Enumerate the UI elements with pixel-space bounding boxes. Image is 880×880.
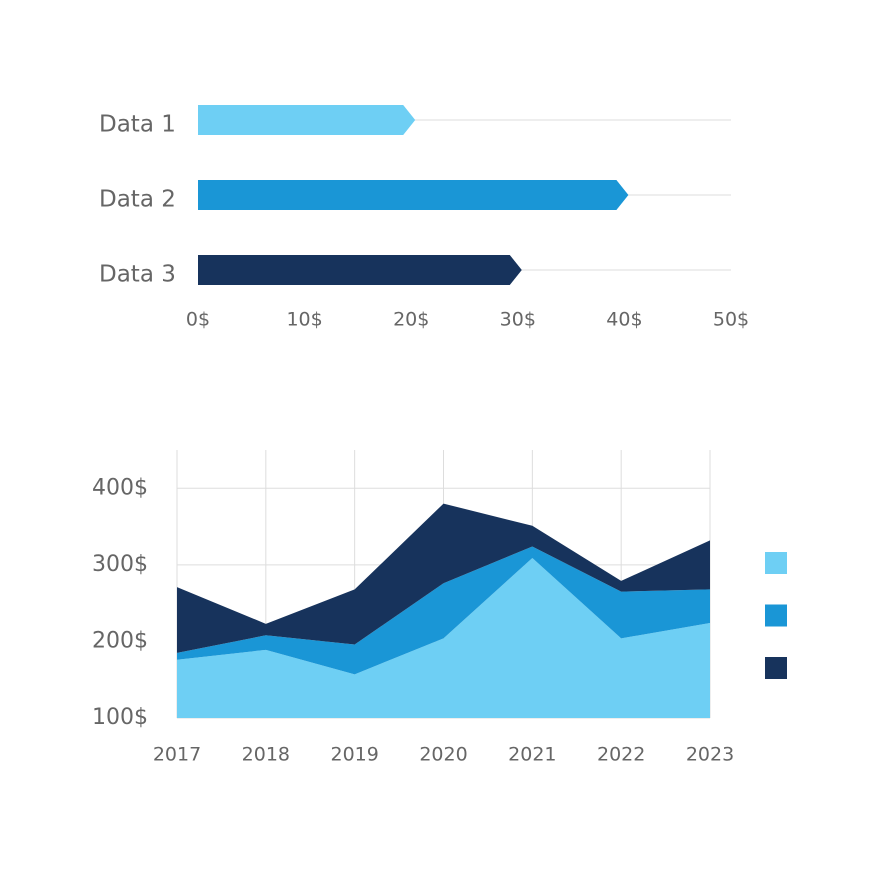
x-tick-label: 2018 xyxy=(242,744,290,766)
category-label: Data 1 xyxy=(99,112,176,138)
area xyxy=(177,503,710,653)
x-tick-label: 2020 xyxy=(419,744,467,766)
bar xyxy=(198,180,629,210)
x-tick-label: 2019 xyxy=(330,744,378,766)
y-tick-label: 300$ xyxy=(92,552,148,577)
x-tick-label: 2017 xyxy=(153,744,201,766)
legend-swatch xyxy=(765,657,787,679)
x-tick-label: 0$ xyxy=(186,309,210,331)
x-tick-label: 30$ xyxy=(500,309,536,331)
x-tick-label: 50$ xyxy=(713,309,749,331)
x-tick-label: 2021 xyxy=(508,744,556,766)
legend-swatch xyxy=(765,604,787,627)
area xyxy=(177,546,710,675)
y-tick-label: 200$ xyxy=(92,628,148,653)
category-label: Data 2 xyxy=(99,187,176,213)
x-tick-label: 2023 xyxy=(686,744,734,766)
x-tick-label: 20$ xyxy=(393,309,429,331)
bar xyxy=(198,105,416,135)
x-tick-label: 40$ xyxy=(606,309,642,331)
legend-swatch xyxy=(765,552,787,574)
area xyxy=(177,557,710,718)
x-tick-label: 2022 xyxy=(597,744,645,766)
category-label: Data 3 xyxy=(99,262,176,288)
bar xyxy=(198,255,522,285)
y-tick-label: 100$ xyxy=(92,705,148,730)
y-tick-label: 400$ xyxy=(92,475,148,500)
x-tick-label: 10$ xyxy=(286,309,322,331)
